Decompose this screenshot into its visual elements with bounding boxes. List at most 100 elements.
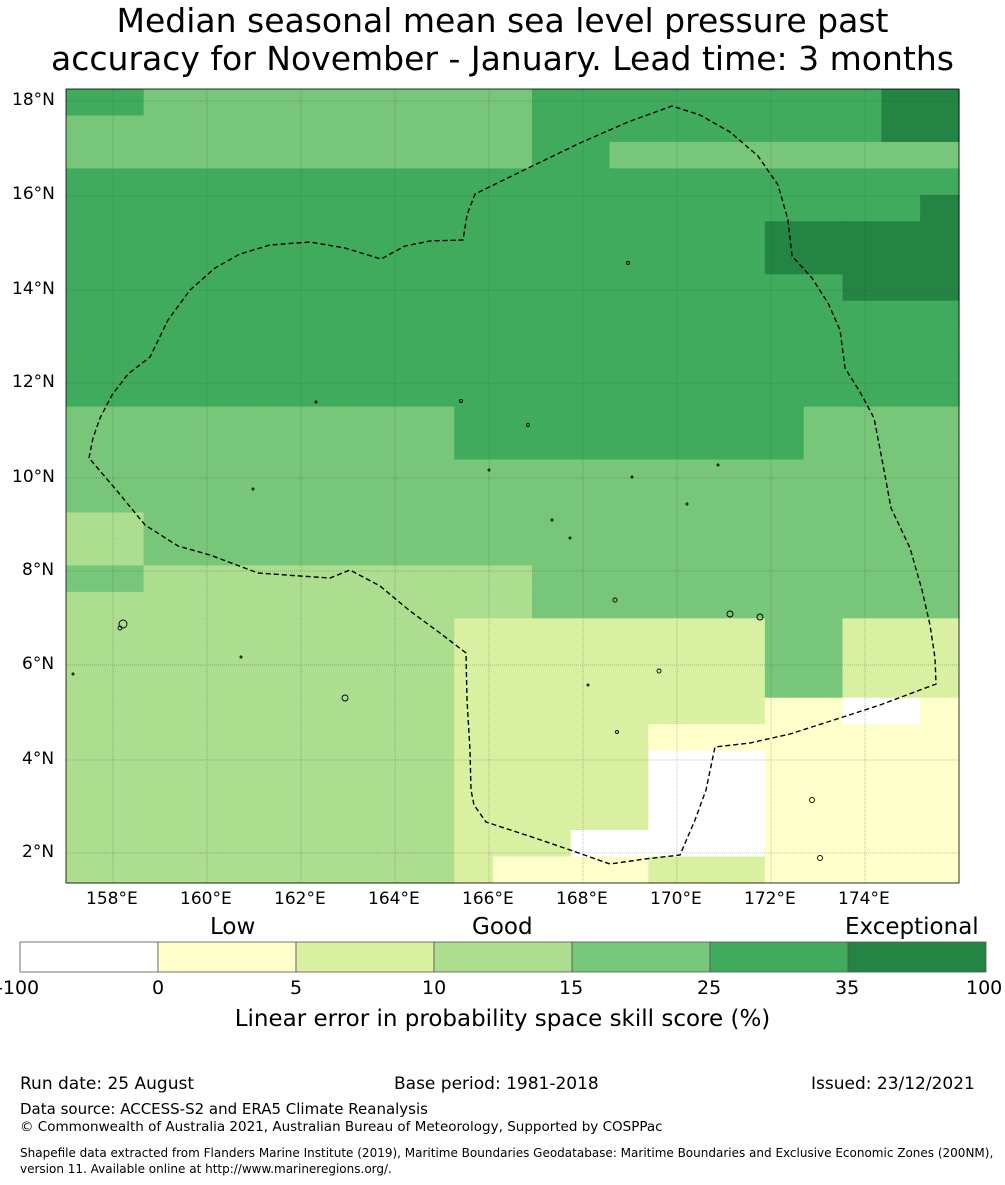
- lat-label: 10°N: [12, 467, 55, 487]
- island-outline: [716, 463, 720, 467]
- skill-cell: [415, 618, 455, 646]
- skill-cell: [920, 750, 960, 778]
- skill-cell: [881, 353, 921, 381]
- skill-cell: [66, 644, 106, 672]
- skill-cell: [454, 856, 494, 884]
- skill-cell: [260, 194, 300, 222]
- skill-cell: [609, 750, 649, 778]
- skill-cell: [143, 168, 184, 196]
- skill-cell: [104, 274, 145, 302]
- skill-cell: [687, 353, 727, 381]
- skill-cell: [570, 618, 611, 646]
- skill-cell: [881, 538, 921, 566]
- skill-cell: [609, 538, 649, 566]
- skill-cell: [687, 591, 727, 619]
- skill-cell: [182, 486, 222, 514]
- skill-cell: [842, 406, 882, 434]
- skill-cell: [376, 697, 417, 725]
- skill-cell: [803, 89, 844, 117]
- island-outline: [118, 619, 128, 629]
- skill-cell: [221, 300, 261, 328]
- skill-cell: [260, 433, 300, 461]
- colorbar-swatch: [19, 941, 159, 973]
- skill-cell: [881, 750, 921, 778]
- skill-cell: [764, 512, 805, 540]
- skill-cell: [143, 777, 184, 805]
- skill-cell: [648, 247, 688, 275]
- skill-cell: [143, 644, 184, 672]
- skill-cell: [143, 327, 184, 355]
- skill-cell: [337, 486, 378, 514]
- skill-cell: [920, 89, 960, 117]
- skill-cell: [726, 327, 766, 355]
- base-period: Base period: 1981-2018: [394, 1074, 599, 1094]
- skill-cell: [454, 750, 494, 778]
- skill-cell: [726, 856, 766, 884]
- skill-cell: [609, 671, 649, 699]
- skill-cell: [493, 856, 533, 884]
- skill-cell: [337, 380, 378, 408]
- skill-cell: [881, 115, 921, 143]
- skill-cell: [842, 697, 882, 725]
- colorbar-swatch: [709, 941, 849, 973]
- skill-cell: [842, 433, 882, 461]
- colorbar-tick: 100: [966, 977, 1003, 999]
- skill-cell: [803, 380, 844, 408]
- skill-cell: [881, 724, 921, 752]
- skill-cell: [104, 644, 145, 672]
- skill-cell: [493, 459, 533, 487]
- skill-cell: [764, 856, 805, 884]
- island-outline: [656, 668, 662, 674]
- skill-cell: [881, 830, 921, 858]
- skill-cell: [803, 486, 844, 514]
- skill-cell: [143, 538, 184, 566]
- skill-cell: [803, 221, 844, 249]
- skill-cell: [415, 565, 455, 593]
- skill-cell: [298, 618, 339, 646]
- skill-cell: [298, 380, 339, 408]
- skill-cell: [337, 512, 378, 540]
- skill-cell: [415, 486, 455, 514]
- skill-cell: [298, 803, 339, 831]
- skill-cell: [260, 221, 300, 249]
- skill-cell: [337, 115, 378, 143]
- island-outline: [117, 625, 123, 631]
- skill-cell: [609, 486, 649, 514]
- skill-cell: [493, 89, 533, 117]
- skill-cell: [454, 327, 494, 355]
- skill-cell: [881, 327, 921, 355]
- skill-cell: [726, 221, 766, 249]
- island-outline: [626, 261, 630, 265]
- skill-cell: [920, 300, 960, 328]
- skill-cell: [454, 115, 494, 143]
- skill-cell: [609, 141, 649, 169]
- skill-cell: [881, 671, 921, 699]
- lon-label: 168°E: [556, 889, 608, 909]
- skill-cell: [842, 644, 882, 672]
- skill-cell: [570, 89, 611, 117]
- skill-cell: [221, 194, 261, 222]
- lon-label: 166°E: [462, 889, 514, 909]
- skill-cell: [415, 141, 455, 169]
- skill-cell: [493, 803, 533, 831]
- skill-cell: [803, 538, 844, 566]
- skill-cell: [454, 300, 494, 328]
- skill-cell: [609, 618, 649, 646]
- skill-cell: [182, 803, 222, 831]
- skill-cell: [415, 194, 455, 222]
- skill-cell: [726, 353, 766, 381]
- island-outline: [586, 683, 590, 687]
- skill-cell: [920, 644, 960, 672]
- skill-cell: [221, 115, 261, 143]
- island-outline: [459, 399, 463, 403]
- skill-cell: [454, 194, 494, 222]
- skill-cell: [493, 671, 533, 699]
- skill-cell: [182, 380, 222, 408]
- skill-cell: [376, 168, 417, 196]
- skill-cell: [570, 697, 611, 725]
- skill-cell: [687, 671, 727, 699]
- skill-cell: [260, 591, 300, 619]
- skill-cell: [66, 247, 106, 275]
- skill-cell: [104, 724, 145, 752]
- skill-cell: [221, 750, 261, 778]
